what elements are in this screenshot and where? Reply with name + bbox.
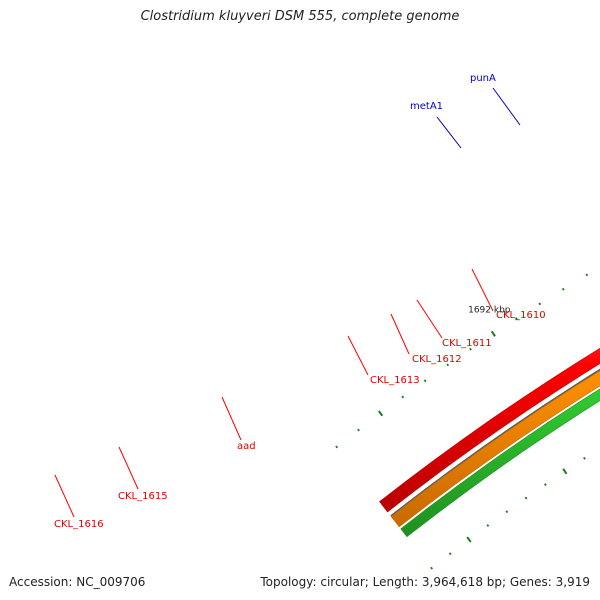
minor-tick (538, 302, 542, 306)
genome-stats-label: Topology: circular; Length: 3,964,618 bp… (260, 575, 590, 589)
gene-label: punA (470, 73, 496, 84)
minor-tick (524, 496, 528, 500)
leader-line (347, 335, 369, 376)
outer-tick-row (335, 273, 589, 449)
gene-feature-orange (390, 370, 600, 528)
gene-label: CKL_1613 (370, 375, 420, 386)
minor-tick (401, 395, 405, 399)
leader-line (436, 116, 462, 149)
gene-label: CKL_1611 (442, 338, 492, 349)
minor-tick (585, 273, 589, 277)
leader-line (221, 396, 242, 441)
leader-line (390, 313, 410, 355)
inner-tick-row (430, 456, 586, 570)
leader-line (118, 446, 139, 490)
minor-tick (583, 456, 586, 460)
minor-tick (448, 552, 452, 556)
major-tick (377, 410, 384, 417)
minor-tick (430, 566, 433, 570)
gene-label: aad (237, 441, 256, 452)
gene-label: CKL_1616 (54, 519, 104, 530)
minor-tick (561, 287, 565, 291)
minor-tick (544, 483, 547, 487)
gene-feature-red (379, 347, 600, 513)
accession-label: Accession: NC_009706 (9, 575, 146, 589)
minor-tick (505, 510, 509, 514)
gene-feature-ckl1616 (400, 388, 600, 538)
major-tick (466, 536, 472, 543)
minor-tick (357, 428, 360, 432)
major-tick (490, 330, 496, 337)
gene-label: CKL_1612 (412, 354, 462, 365)
minor-tick (446, 363, 450, 367)
gene-label: metA1 (410, 101, 443, 112)
minor-tick (486, 524, 490, 527)
gene-label: CKL_1615 (118, 491, 168, 502)
leader-line (54, 474, 75, 518)
map-title: Clostridium kluyveri DSM 555, complete g… (140, 9, 460, 24)
minor-tick (423, 379, 427, 383)
gene-label: CKL_1610 (496, 310, 546, 321)
leader-line (492, 87, 521, 126)
minor-tick (469, 347, 472, 351)
leader-line (416, 299, 443, 339)
minor-tick (515, 317, 518, 321)
leader-line (471, 268, 494, 312)
kbp-label: 1692 kbp (468, 306, 511, 316)
major-tick (562, 468, 568, 475)
minor-tick (335, 445, 339, 449)
